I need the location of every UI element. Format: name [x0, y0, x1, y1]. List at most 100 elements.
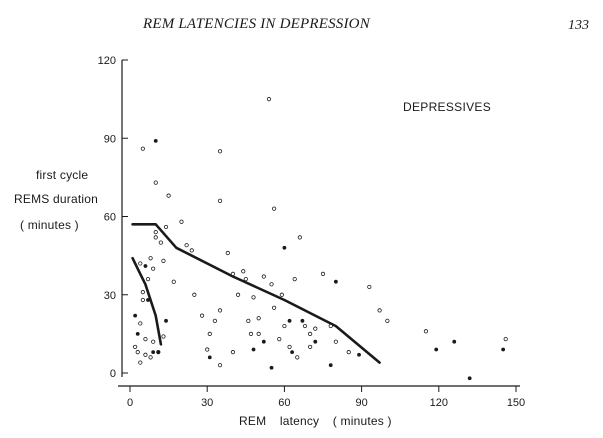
- open-data-point: [217, 149, 223, 154]
- x-tick-label: 60: [278, 397, 290, 409]
- open-data-point: [279, 292, 284, 297]
- open-data-point: [248, 331, 254, 336]
- x-tick-label: 30: [201, 397, 213, 409]
- open-data-point: [205, 347, 210, 352]
- filled-data-point: [146, 298, 150, 302]
- filled-data-point: [313, 339, 318, 344]
- open-data-point: [138, 261, 143, 266]
- open-data-point: [158, 240, 163, 245]
- filled-data-point: [434, 347, 439, 352]
- page-number: 133: [568, 18, 589, 33]
- open-data-point: [143, 336, 148, 342]
- y-axis-label-line-3: ( minutes ): [20, 218, 79, 232]
- y-tick-label: 60: [104, 212, 116, 224]
- open-data-point: [135, 350, 140, 355]
- open-data-point: [503, 336, 508, 342]
- open-data-point: [367, 284, 372, 290]
- open-data-point: [243, 276, 248, 282]
- open-data-point: [292, 276, 297, 282]
- open-data-point: [133, 344, 138, 350]
- x-tick-label: 150: [507, 397, 525, 409]
- open-data-point: [230, 350, 236, 355]
- open-data-point: [148, 256, 153, 261]
- open-data-point: [217, 198, 223, 203]
- filled-data-point: [300, 318, 305, 323]
- open-data-point: [143, 352, 148, 357]
- open-data-point: [140, 297, 145, 303]
- open-data-point: [256, 331, 261, 336]
- filled-data-point: [151, 350, 156, 355]
- open-data-point: [151, 339, 156, 344]
- filled-data-point: [135, 331, 140, 336]
- open-data-point: [269, 282, 274, 287]
- filled-data-point: [467, 376, 472, 381]
- x-axis-label-part: latency: [279, 414, 320, 428]
- open-data-point: [179, 219, 184, 224]
- open-data-point: [161, 258, 166, 263]
- filled-data-point: [282, 245, 287, 250]
- open-data-point: [140, 290, 145, 295]
- x-tick-label: 90: [355, 397, 367, 409]
- x-axis-label-part: ( minutes ): [332, 414, 392, 428]
- open-data-point: [297, 235, 302, 240]
- chart-group-label: DEPRESSIVES: [403, 100, 491, 114]
- open-data-point: [295, 355, 300, 360]
- open-data-point: [212, 318, 218, 323]
- x-tick-label: 0: [127, 397, 133, 409]
- open-data-point: [148, 355, 153, 360]
- open-data-point: [138, 321, 143, 326]
- open-data-point: [320, 271, 326, 276]
- open-data-point: [151, 266, 156, 271]
- open-data-point: [277, 336, 282, 342]
- trend-curve: [131, 256, 163, 346]
- filled-data-point: [261, 339, 266, 344]
- trend-curve: [131, 223, 381, 364]
- filled-data-point: [452, 339, 457, 344]
- open-data-point: [230, 271, 236, 276]
- open-data-point: [225, 250, 230, 256]
- filled-data-point: [153, 138, 158, 143]
- filled-data-point: [269, 365, 274, 370]
- y-tick-label: 90: [104, 133, 116, 145]
- filled-data-point: [156, 350, 161, 355]
- open-data-point: [207, 331, 212, 336]
- open-data-point: [217, 308, 223, 313]
- x-axis-label: REM latency ( minutes ): [239, 414, 402, 428]
- filled-data-point: [133, 313, 138, 318]
- x-axis-label-part: REM: [239, 414, 267, 428]
- open-data-point: [241, 269, 246, 274]
- open-data-point: [377, 308, 382, 313]
- open-data-point: [153, 235, 158, 240]
- open-data-point: [217, 363, 223, 368]
- filled-data-point: [287, 318, 292, 323]
- open-data-point: [272, 305, 277, 310]
- open-data-point: [251, 295, 256, 300]
- open-data-point: [235, 292, 241, 297]
- open-data-point: [266, 97, 272, 102]
- open-data-point: [246, 318, 251, 323]
- y-tick-label: 30: [104, 290, 116, 302]
- filled-data-point: [143, 264, 148, 268]
- filled-data-point: [333, 279, 338, 284]
- open-data-point: [385, 318, 390, 323]
- open-data-point: [282, 323, 287, 329]
- open-data-point: [145, 276, 151, 282]
- filled-data-point: [290, 350, 295, 355]
- open-data-point: [153, 230, 158, 235]
- open-data-point: [423, 329, 429, 334]
- x-tick-label: 120: [430, 397, 448, 409]
- open-data-point: [308, 331, 313, 336]
- open-data-point: [272, 206, 277, 211]
- open-data-point: [256, 316, 261, 321]
- open-data-point: [287, 344, 292, 350]
- open-data-point: [161, 334, 166, 339]
- filled-data-point: [207, 355, 212, 360]
- open-data-point: [346, 350, 351, 355]
- y-tick-label: 120: [98, 55, 116, 67]
- open-data-point: [163, 224, 169, 230]
- filled-data-point: [251, 347, 256, 352]
- open-data-point: [261, 274, 266, 279]
- y-axis-label-line-1: first cycle: [36, 168, 89, 182]
- filled-data-point: [164, 318, 168, 323]
